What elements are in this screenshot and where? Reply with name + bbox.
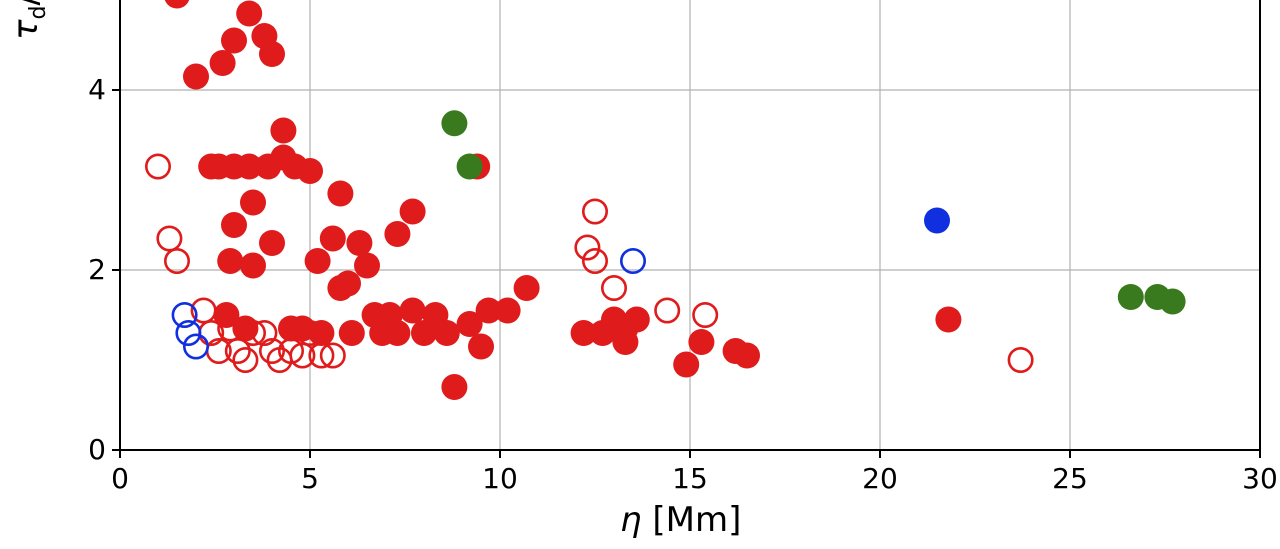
- x-tick-label: 30: [1240, 462, 1280, 495]
- marker: [165, 249, 188, 272]
- marker: [400, 199, 426, 225]
- grid: [120, 0, 1260, 450]
- marker: [217, 248, 243, 274]
- marker: [210, 50, 236, 76]
- marker: [694, 303, 717, 326]
- marker: [354, 253, 380, 279]
- marker: [335, 271, 361, 297]
- x-axis-title: η [Mm]: [620, 500, 741, 540]
- x-tick-label: 20: [860, 462, 900, 495]
- marker: [400, 298, 426, 324]
- marker: [576, 236, 599, 259]
- marker: [468, 334, 494, 360]
- marker: [621, 249, 644, 272]
- marker: [495, 298, 521, 324]
- series-blue-filled: [924, 208, 950, 234]
- marker: [441, 374, 467, 400]
- marker: [259, 41, 285, 67]
- marker: [457, 154, 483, 180]
- marker: [297, 158, 323, 184]
- y-tick-label: 4: [88, 73, 106, 106]
- marker: [688, 329, 714, 355]
- marker: [673, 352, 699, 378]
- marker: [434, 320, 460, 346]
- marker: [183, 64, 209, 90]
- marker: [384, 320, 410, 346]
- marker: [320, 226, 346, 252]
- marker: [164, 0, 190, 9]
- marker: [146, 155, 169, 178]
- y-tick-label: 2: [88, 253, 106, 286]
- marker: [1118, 284, 1144, 310]
- marker: [221, 28, 247, 54]
- marker: [327, 181, 353, 207]
- marker: [583, 249, 606, 272]
- marker: [602, 276, 625, 299]
- y-tick-label: 0: [88, 433, 106, 466]
- x-tick-label: 25: [1050, 462, 1090, 495]
- marker: [624, 307, 650, 333]
- marker: [236, 1, 262, 27]
- marker: [384, 221, 410, 247]
- marker: [514, 275, 540, 301]
- series-green-filled: [441, 110, 1185, 314]
- marker: [158, 227, 181, 250]
- series-red-filled: [164, 0, 961, 400]
- x-tick-label: 5: [290, 462, 330, 495]
- marker: [270, 118, 296, 144]
- scatter-chart: τd/P 051015202530024η [Mm]: [0, 0, 1280, 549]
- x-tick-label: 15: [670, 462, 710, 495]
- x-tick-label: 10: [480, 462, 520, 495]
- marker: [240, 253, 266, 279]
- marker: [259, 230, 285, 256]
- marker: [1160, 289, 1186, 315]
- marker: [935, 307, 961, 333]
- marker: [924, 208, 950, 234]
- marker: [734, 343, 760, 369]
- marker: [184, 335, 207, 358]
- marker: [583, 200, 606, 223]
- marker: [656, 299, 679, 322]
- marker: [240, 190, 266, 216]
- marker: [441, 110, 467, 136]
- marker: [305, 248, 331, 274]
- x-tick-label: 0: [100, 462, 140, 495]
- marker: [221, 212, 247, 238]
- marker: [339, 320, 365, 346]
- marker: [346, 230, 372, 256]
- marker: [1009, 348, 1032, 371]
